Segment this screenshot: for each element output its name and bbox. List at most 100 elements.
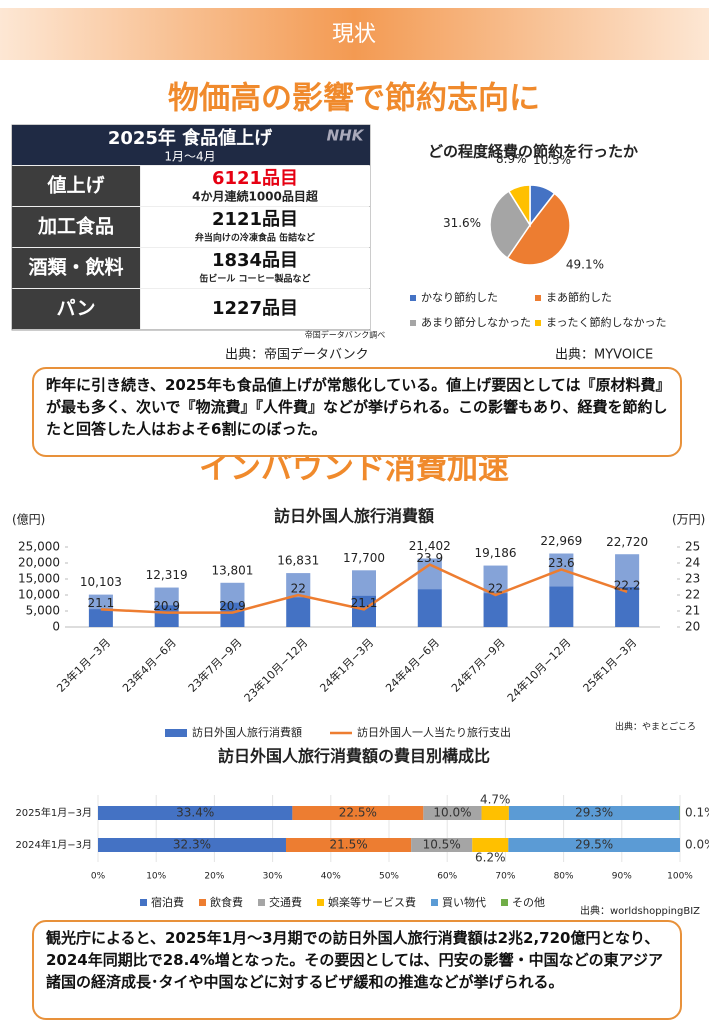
data-label: 16,831: [277, 554, 319, 568]
bar-highlight: [286, 573, 311, 598]
legend-label: 訪日外国人一人当たり旅行支出: [357, 725, 511, 739]
legend-swatch: [431, 899, 438, 906]
credit: 帝国データバンク調べ: [305, 330, 385, 340]
legend-label: かなり節約した: [421, 290, 498, 304]
legend-label: 買い物代: [442, 895, 486, 909]
x-tick-label: 23年1月−3月: [54, 635, 114, 695]
x-tick-label: 23年4月−6月: [119, 635, 179, 695]
data-label: 21.5%: [329, 838, 367, 852]
x-tick-label: 100%: [667, 872, 693, 882]
paragraph: 観光庁によると、2025年1月～3月期での訪日外国人旅行消費額は2兆2,720億…: [32, 920, 682, 1020]
pie-slice: [489, 190, 531, 260]
legend-label: まあ節約した: [546, 290, 612, 304]
legend-label: 交通費: [269, 895, 302, 909]
legend-swatch: [317, 899, 324, 906]
row-value-cell: [141, 248, 370, 288]
data-label: 23.6: [548, 556, 575, 570]
y-tick-label: 2024年1月−3月: [15, 838, 92, 851]
y-tick-label: 15,000: [18, 572, 60, 586]
x-tick-label: 90%: [612, 872, 632, 882]
bar-segment: [292, 806, 424, 820]
table-subtitle: 1月〜4月: [164, 150, 215, 164]
x-tick-label: 50%: [379, 872, 399, 882]
data-label: 6.2%: [475, 851, 506, 865]
row-label: パン: [57, 298, 96, 320]
legend-swatch: [199, 899, 206, 906]
y2-tick-label: 21: [685, 604, 700, 618]
y-axis-label: (億円): [12, 513, 45, 527]
legend-label: まったく節約しなかった: [546, 315, 667, 329]
data-label: 49.1%: [566, 258, 604, 272]
x-tick-label: 25年1月−3月: [580, 635, 640, 695]
x-tick-label: 10%: [146, 872, 166, 882]
legend-swatch: [165, 729, 187, 737]
bar-segment: [679, 806, 680, 820]
table-title: 2025年 食品値上げ: [108, 127, 273, 149]
source: 出典：やまとごころ: [615, 721, 696, 733]
legend-label: あまり節分しなかった: [421, 315, 531, 329]
x-tick-label: 24年10月−12月: [504, 635, 573, 704]
data-label: 21,402: [409, 539, 451, 553]
legend-swatch: [535, 295, 541, 301]
bar-highlight: [88, 594, 113, 610]
data-label: 12,319: [146, 568, 188, 582]
x-tick-label: 23年7月−9月: [185, 635, 245, 695]
logo: NHK: [327, 127, 365, 145]
x-tick-label: 60%: [437, 872, 457, 882]
pie-slice: [507, 184, 531, 228]
data-label: 10,103: [80, 575, 122, 589]
x-tick-label: 20%: [204, 872, 224, 882]
x-tick-label: 24年1月−3月: [317, 635, 377, 695]
bar: [352, 570, 376, 627]
data-label: 29.3%: [575, 806, 613, 820]
x-tick-label: 70%: [495, 872, 515, 882]
data-label: 29.5%: [575, 838, 613, 852]
data-label: 23.9: [416, 551, 443, 565]
data-label: 20.9: [219, 599, 246, 613]
data-label: 10.5%: [533, 153, 571, 167]
data-label: 10.0%: [433, 806, 471, 820]
y2-tick-label: 20: [685, 620, 700, 634]
row-value-cell: [141, 166, 370, 206]
data-label: 20.9: [153, 599, 180, 613]
y-tick-label: 20,000: [18, 556, 60, 570]
y-tick-label: 10,000: [18, 588, 60, 602]
row-label: 加工食品: [37, 215, 114, 238]
data-label: 21.1: [88, 596, 115, 610]
x-tick-label: 40%: [321, 872, 341, 882]
data-label: 4.7%: [480, 793, 511, 807]
bar-highlight: [615, 554, 640, 588]
bar-segment: [508, 838, 680, 852]
data-label: 13,801: [211, 563, 253, 577]
row-note: 4か月連続1000品目超: [192, 189, 319, 204]
legend-swatch: [501, 899, 508, 906]
row-value: 2121品目: [212, 209, 298, 230]
data-label: 0.1%: [685, 806, 709, 820]
data-label: 22: [291, 582, 306, 596]
line: [100, 563, 628, 614]
data-label: 22.5%: [339, 806, 377, 820]
y-tick-label: 2025年1月−3月: [15, 806, 92, 819]
data-label: 33.4%: [176, 806, 214, 820]
data-label: 32.3%: [173, 838, 211, 852]
bar-segment: [98, 838, 286, 852]
x-tick-label: 0%: [91, 872, 106, 882]
row-value: 6121品目: [212, 168, 298, 189]
row-value-cell: [141, 207, 370, 247]
data-label: 10.5%: [423, 838, 461, 852]
bar: [154, 587, 179, 627]
bar-highlight: [352, 570, 376, 596]
data-label: 21.1: [351, 596, 378, 610]
row-note: 弁当向けの冷凍食品 缶詰など: [195, 232, 315, 244]
legend-swatch: [140, 899, 147, 906]
row-label: 値上げ: [46, 175, 105, 197]
bar-segment: [423, 806, 482, 820]
row-label-cell: [12, 207, 140, 247]
legend-label: 飲食費: [210, 895, 243, 909]
y2-tick-label: 22: [685, 588, 700, 602]
y2-axis-label: (万円): [672, 513, 705, 527]
bar-highlight: [220, 582, 245, 603]
chart-title: 訪日外国人旅行消費額の費目別構成比: [218, 747, 490, 766]
bar-segment: [481, 806, 509, 820]
